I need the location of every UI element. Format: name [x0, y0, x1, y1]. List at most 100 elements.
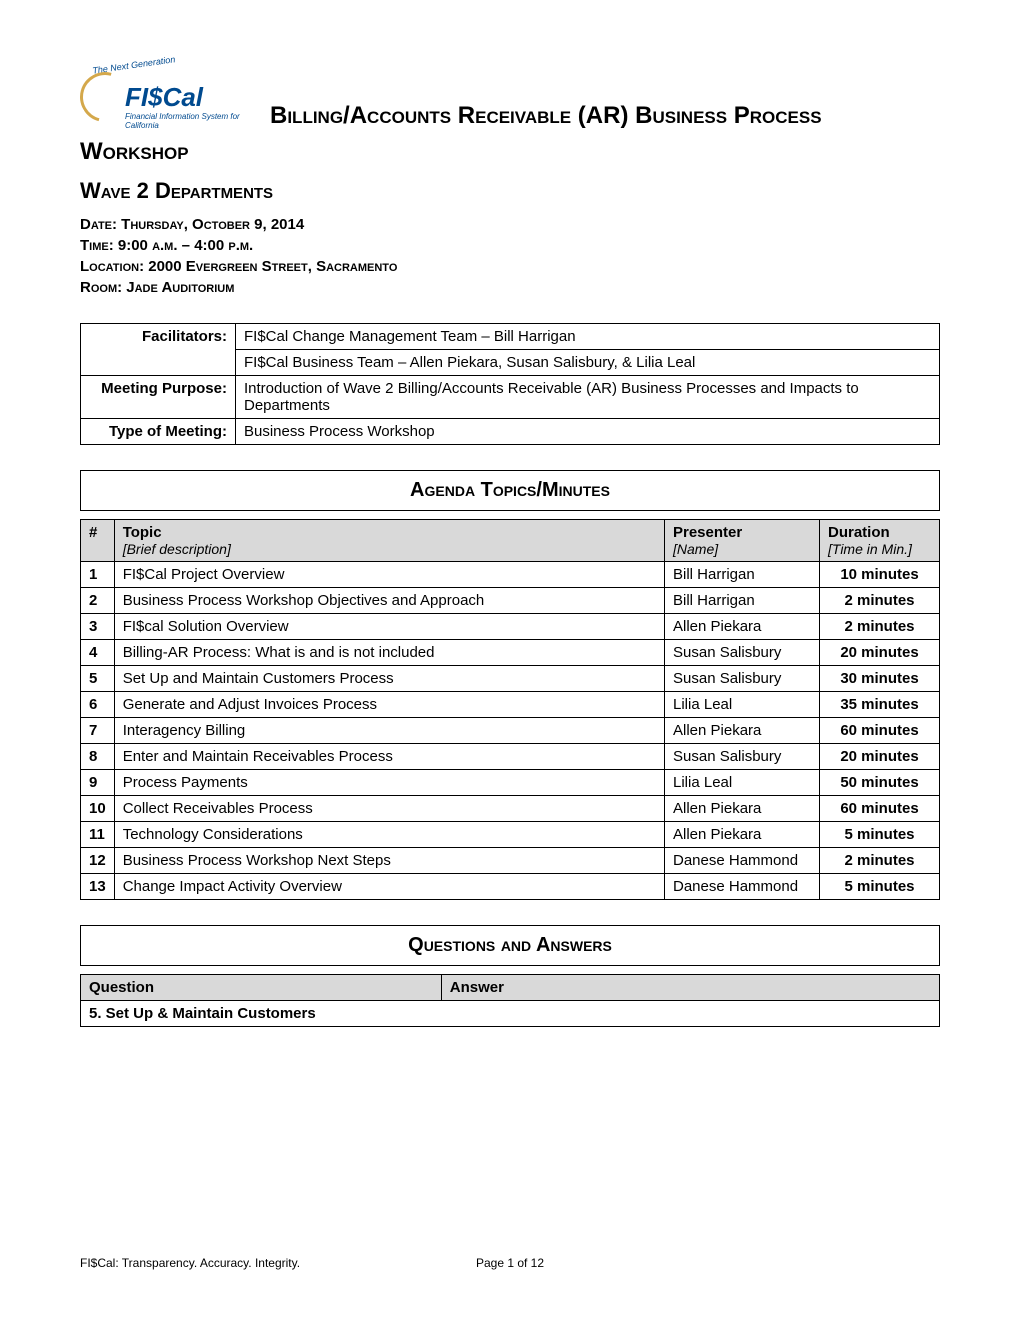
agenda-duration: 2 minutes [820, 614, 940, 640]
footer-center: Page 1 of 12 [367, 1256, 654, 1270]
agenda-topic: Collect Receivables Process [114, 796, 664, 822]
table-row: 10Collect Receivables ProcessAllen Pieka… [81, 796, 940, 822]
purpose-label: Meeting Purpose: [81, 376, 236, 419]
agenda-num: 2 [81, 588, 115, 614]
agenda-topic: Set Up and Maintain Customers Process [114, 666, 664, 692]
agenda-num: 10 [81, 796, 115, 822]
col-duration-label: Duration [828, 524, 890, 541]
agenda-presenter: Danese Hammond [665, 874, 820, 900]
agenda-topic: Enter and Maintain Receivables Process [114, 744, 664, 770]
agenda-duration: 2 minutes [820, 588, 940, 614]
col-topic-header: Topic [Brief description] [114, 520, 664, 562]
agenda-num: 3 [81, 614, 115, 640]
agenda-presenter: Lilia Leal [665, 770, 820, 796]
agenda-num: 12 [81, 848, 115, 874]
subtitle: Workshop [80, 138, 940, 166]
table-header-row: # Topic [Brief description] Presenter [N… [81, 520, 940, 562]
agenda-topic: Business Process Workshop Objectives and… [114, 588, 664, 614]
agenda-header: Agenda Topics/Minutes [80, 470, 940, 511]
agenda-duration: 20 minutes [820, 640, 940, 666]
agenda-topic: FI$cal Solution Overview [114, 614, 664, 640]
agenda-duration: 20 minutes [820, 744, 940, 770]
table-row: 13Change Impact Activity OverviewDanese … [81, 874, 940, 900]
footer-right [653, 1256, 940, 1270]
main-title: Billing/Accounts Receivable (AR) Busines… [270, 102, 822, 130]
agenda-duration: 60 minutes [820, 796, 940, 822]
logo-sub-text: Financial Information System for Califor… [125, 112, 270, 130]
meta-room: Room: Jade Auditorium [80, 277, 940, 298]
footer: FI$Cal: Transparency. Accuracy. Integrit… [80, 1256, 940, 1270]
facilitators-line2: FI$Cal Business Team – Allen Piekara, Su… [236, 350, 940, 376]
meta-date: Date: Thursday, October 9, 2014 [80, 214, 940, 235]
agenda-duration: 10 minutes [820, 562, 940, 588]
agenda-num: 9 [81, 770, 115, 796]
col-num-header: # [81, 520, 115, 562]
qa-section-label: 5. Set Up & Maintain Customers [81, 1001, 940, 1027]
agenda-presenter: Allen Piekara [665, 614, 820, 640]
table-row: 1FI$Cal Project OverviewBill Harrigan10 … [81, 562, 940, 588]
agenda-presenter: Danese Hammond [665, 848, 820, 874]
info-table: Facilitators: FI$Cal Change Management T… [80, 323, 940, 445]
logo-main-text: FI$Cal [125, 82, 203, 113]
table-row: 8Enter and Maintain Receivables ProcessS… [81, 744, 940, 770]
purpose-value: Introduction of Wave 2 Billing/Accounts … [236, 376, 940, 419]
agenda-duration: 50 minutes [820, 770, 940, 796]
agenda-presenter: Susan Salisbury [665, 744, 820, 770]
meta-location: Location: 2000 Evergreen Street, Sacrame… [80, 256, 940, 277]
agenda-duration: 5 minutes [820, 874, 940, 900]
col-duration-header: Duration [Time in Min.] [820, 520, 940, 562]
table-header-row: Question Answer [81, 975, 940, 1001]
table-row: 3FI$cal Solution OverviewAllen Piekara2 … [81, 614, 940, 640]
agenda-presenter: Susan Salisbury [665, 666, 820, 692]
agenda-topic: Process Payments [114, 770, 664, 796]
table-row: 11Technology ConsiderationsAllen Piekara… [81, 822, 940, 848]
agenda-presenter: Lilia Leal [665, 692, 820, 718]
table-row: 6Generate and Adjust Invoices ProcessLil… [81, 692, 940, 718]
agenda-topic: Generate and Adjust Invoices Process [114, 692, 664, 718]
type-value: Business Process Workshop [236, 419, 940, 445]
agenda-presenter: Susan Salisbury [665, 640, 820, 666]
table-row: 5Set Up and Maintain Customers ProcessSu… [81, 666, 940, 692]
agenda-num: 6 [81, 692, 115, 718]
col-presenter-header: Presenter [Name] [665, 520, 820, 562]
col-topic-label: Topic [123, 524, 162, 541]
agenda-duration: 60 minutes [820, 718, 940, 744]
agenda-presenter: Allen Piekara [665, 796, 820, 822]
table-row: 2Business Process Workshop Objectives an… [81, 588, 940, 614]
agenda-duration: 5 minutes [820, 822, 940, 848]
agenda-topic: FI$Cal Project Overview [114, 562, 664, 588]
facilitators-label: Facilitators: [81, 324, 236, 376]
agenda-presenter: Bill Harrigan [665, 588, 820, 614]
agenda-presenter: Allen Piekara [665, 718, 820, 744]
col-presenter-sub: [Name] [673, 541, 811, 557]
type-label: Type of Meeting: [81, 419, 236, 445]
facilitators-line1: FI$Cal Change Management Team – Bill Har… [236, 324, 940, 350]
table-row: 4Billing-AR Process: What is and is not … [81, 640, 940, 666]
agenda-table: # Topic [Brief description] Presenter [N… [80, 519, 940, 900]
meta-time: Time: 9:00 a.m. – 4:00 p.m. [80, 235, 940, 256]
agenda-topic: Interagency Billing [114, 718, 664, 744]
agenda-num: 11 [81, 822, 115, 848]
col-presenter-label: Presenter [673, 524, 742, 541]
agenda-num: 8 [81, 744, 115, 770]
qa-section-row: 5. Set Up & Maintain Customers [81, 1001, 940, 1027]
col-answer-header: Answer [441, 975, 939, 1001]
agenda-topic: Technology Considerations [114, 822, 664, 848]
table-row: 7Interagency BillingAllen Piekara60 minu… [81, 718, 940, 744]
agenda-num: 4 [81, 640, 115, 666]
meeting-meta: Date: Thursday, October 9, 2014 Time: 9:… [80, 214, 940, 298]
agenda-num: 13 [81, 874, 115, 900]
qa-table: Question Answer 5. Set Up & Maintain Cus… [80, 974, 940, 1027]
wave-title: Wave 2 Departments [80, 178, 940, 204]
agenda-presenter: Bill Harrigan [665, 562, 820, 588]
qa-header: Questions and Answers [80, 925, 940, 966]
agenda-topic: Billing-AR Process: What is and is not i… [114, 640, 664, 666]
agenda-num: 7 [81, 718, 115, 744]
agenda-num: 1 [81, 562, 115, 588]
agenda-topic: Change Impact Activity Overview [114, 874, 664, 900]
header-row: The Next Generation FI$Cal Financial Inf… [80, 60, 940, 130]
table-row: 9Process PaymentsLilia Leal50 minutes [81, 770, 940, 796]
agenda-duration: 35 minutes [820, 692, 940, 718]
table-row: Meeting Purpose: Introduction of Wave 2 … [81, 376, 940, 419]
table-row: Facilitators: FI$Cal Change Management T… [81, 324, 940, 350]
